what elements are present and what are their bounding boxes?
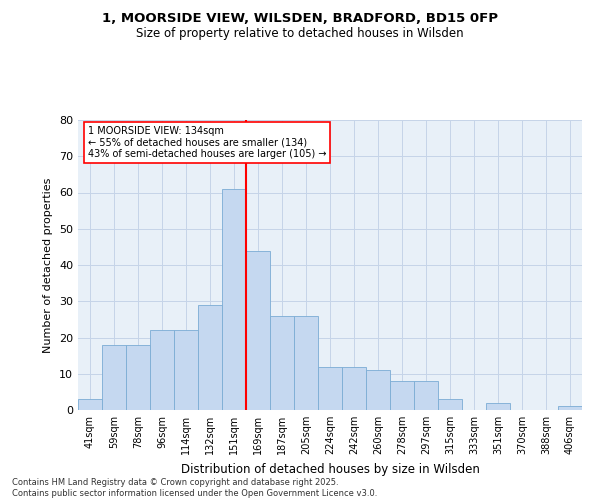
Bar xyxy=(198,305,222,410)
Bar xyxy=(174,330,198,410)
Bar xyxy=(222,189,246,410)
Bar xyxy=(78,399,102,410)
Bar xyxy=(318,366,342,410)
Bar xyxy=(270,316,294,410)
Bar xyxy=(486,403,510,410)
X-axis label: Distribution of detached houses by size in Wilsden: Distribution of detached houses by size … xyxy=(181,462,479,475)
Bar xyxy=(102,345,126,410)
Text: 1 MOORSIDE VIEW: 134sqm
← 55% of detached houses are smaller (134)
43% of semi-d: 1 MOORSIDE VIEW: 134sqm ← 55% of detache… xyxy=(88,126,326,159)
Bar xyxy=(126,345,150,410)
Bar xyxy=(294,316,318,410)
Text: Size of property relative to detached houses in Wilsden: Size of property relative to detached ho… xyxy=(136,28,464,40)
Bar xyxy=(366,370,390,410)
Bar xyxy=(414,381,438,410)
Bar xyxy=(246,250,270,410)
Bar xyxy=(558,406,582,410)
Y-axis label: Number of detached properties: Number of detached properties xyxy=(43,178,53,352)
Bar xyxy=(390,381,414,410)
Text: Contains HM Land Registry data © Crown copyright and database right 2025.
Contai: Contains HM Land Registry data © Crown c… xyxy=(12,478,377,498)
Bar xyxy=(150,330,174,410)
Bar xyxy=(342,366,366,410)
Bar xyxy=(438,399,462,410)
Text: 1, MOORSIDE VIEW, WILSDEN, BRADFORD, BD15 0FP: 1, MOORSIDE VIEW, WILSDEN, BRADFORD, BD1… xyxy=(102,12,498,26)
